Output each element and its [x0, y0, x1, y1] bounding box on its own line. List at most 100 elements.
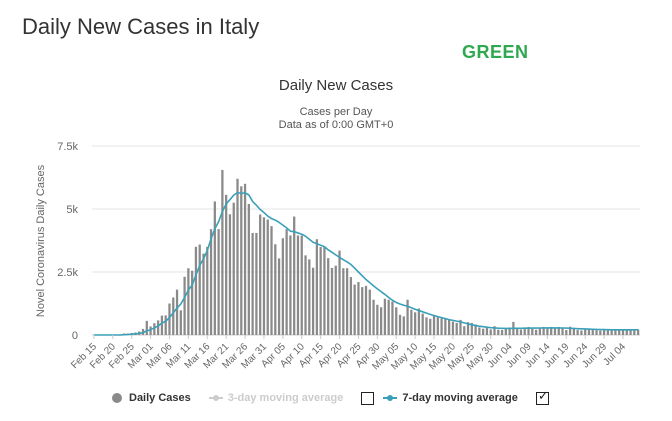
legend-label-7-day-average: 7-day moving average	[402, 392, 518, 404]
daily-cases-bar	[508, 327, 511, 335]
daily-cases-bar	[557, 326, 560, 335]
chart-subtitle-line-2: Data as of 0:00 GMT+0	[279, 119, 394, 131]
daily-cases-bar	[497, 329, 500, 335]
daily-cases-bar	[270, 226, 273, 335]
daily-cases-bar	[376, 304, 379, 335]
daily-cases-bar	[225, 194, 228, 335]
legend-dot-icon	[112, 393, 122, 403]
daily-cases-bar	[240, 186, 243, 335]
y-tick-label: 5k	[66, 204, 78, 216]
y-axis-ticks: 0 2.5k 5k 7.5k	[57, 141, 78, 342]
daily-cases-bar	[482, 328, 485, 335]
chart-subtitle-line-1: Cases per Day	[300, 106, 373, 118]
daily-cases-bar	[168, 303, 171, 335]
daily-cases-bar	[621, 329, 625, 335]
daily-cases-bar	[478, 327, 481, 335]
daily-cases-bar	[489, 329, 492, 335]
daily-cases-bar	[591, 329, 594, 335]
daily-cases-bar	[432, 314, 436, 335]
legend-item-daily-cases[interactable]: Daily Cases	[112, 392, 191, 404]
daily-cases-bar	[561, 327, 564, 335]
moving-average-series	[93, 191, 639, 336]
y-tick-label: 0	[72, 330, 78, 342]
daily-cases-bar	[421, 313, 424, 335]
daily-cases-bar	[213, 201, 216, 335]
daily-cases-bar	[323, 247, 326, 335]
bar-series	[115, 169, 640, 335]
daily-cases-bar	[153, 323, 156, 335]
page-title: Daily New Cases in Italy	[22, 14, 260, 39]
daily-cases-bar	[587, 329, 591, 335]
checkbox-7-day-average[interactable]: ✓	[535, 387, 549, 405]
daily-cases-bar	[636, 329, 640, 335]
daily-cases-bar	[398, 314, 402, 335]
daily-cases-bar	[466, 322, 470, 335]
daily-cases-bar	[206, 246, 209, 335]
daily-cases-bar	[293, 216, 296, 335]
daily-cases-bar	[285, 229, 288, 335]
daily-cases-bar	[228, 214, 232, 335]
daily-cases-bar	[379, 307, 383, 335]
daily-cases-bar	[546, 327, 549, 335]
daily-cases-bar	[187, 268, 190, 335]
daily-cases-bar	[527, 326, 530, 335]
daily-cases-bar	[531, 328, 534, 335]
daily-cases-bar	[304, 255, 307, 335]
daily-cases-bar	[625, 329, 628, 335]
daily-cases-bar	[448, 319, 451, 335]
daily-cases-bar	[319, 247, 322, 335]
daily-cases-bar	[349, 277, 353, 335]
x-tick-label: Jul 04	[601, 341, 628, 368]
daily-cases-bar	[160, 315, 164, 335]
legend-item-7-day-average[interactable]: 7-day moving average	[383, 392, 518, 404]
daily-cases-bar	[149, 326, 152, 335]
daily-cases-bar	[372, 299, 375, 335]
daily-cases-bar	[413, 312, 417, 335]
daily-cases-bar	[191, 270, 194, 335]
daily-cases-bar	[572, 328, 575, 335]
daily-cases-bar	[300, 235, 303, 335]
daily-cases-bar	[584, 328, 587, 335]
daily-cases-bar	[345, 268, 349, 335]
daily-cases-bar	[172, 297, 175, 335]
daily-cases-bar	[357, 282, 360, 335]
daily-cases-bar	[550, 327, 553, 335]
daily-cases-bar	[485, 327, 489, 335]
daily-cases-bar	[633, 329, 636, 335]
daily-cases-bar	[553, 327, 557, 335]
daily-cases-bar	[406, 299, 409, 335]
daily-cases-bar	[463, 326, 466, 335]
daily-cases-bar	[338, 250, 341, 335]
checkbox-3-day-average[interactable]	[361, 391, 375, 405]
daily-cases-bar	[236, 178, 239, 335]
daily-cases-bar	[565, 329, 568, 335]
daily-cases-bar	[262, 217, 266, 335]
legend-label-3-day-average: 3-day moving average	[227, 392, 344, 404]
daily-cases-bar	[353, 284, 356, 335]
daily-cases-bar	[429, 318, 432, 335]
daily-cases-bar	[232, 202, 235, 335]
daily-cases-bar	[327, 258, 330, 335]
daily-cases-bar	[194, 246, 198, 335]
daily-cases-bar	[342, 268, 345, 335]
daily-cases-bar	[595, 330, 598, 335]
daily-cases-bar	[410, 309, 413, 335]
daily-cases-bar	[516, 327, 519, 335]
daily-cases-bar	[459, 319, 462, 335]
daily-cases-bar	[436, 317, 439, 335]
daily-cases-bar	[444, 318, 447, 335]
daily-cases-bar	[568, 326, 572, 335]
daily-cases-bar	[202, 253, 205, 335]
daily-cases-bar	[308, 259, 311, 335]
check-mark-icon: ✓	[537, 387, 549, 403]
daily-cases-bar	[534, 329, 538, 335]
legend-item-3-day-average[interactable]: 3-day moving average	[208, 392, 344, 404]
daily-cases-bar	[368, 289, 371, 335]
daily-cases-bar	[580, 330, 583, 335]
daily-cases-bar	[198, 244, 201, 335]
daily-cases-bar	[402, 316, 405, 335]
daily-cases-bar	[610, 330, 613, 335]
daily-cases-bar	[542, 326, 545, 335]
daily-cases-bar	[519, 329, 523, 335]
daily-cases-bar	[391, 301, 394, 335]
